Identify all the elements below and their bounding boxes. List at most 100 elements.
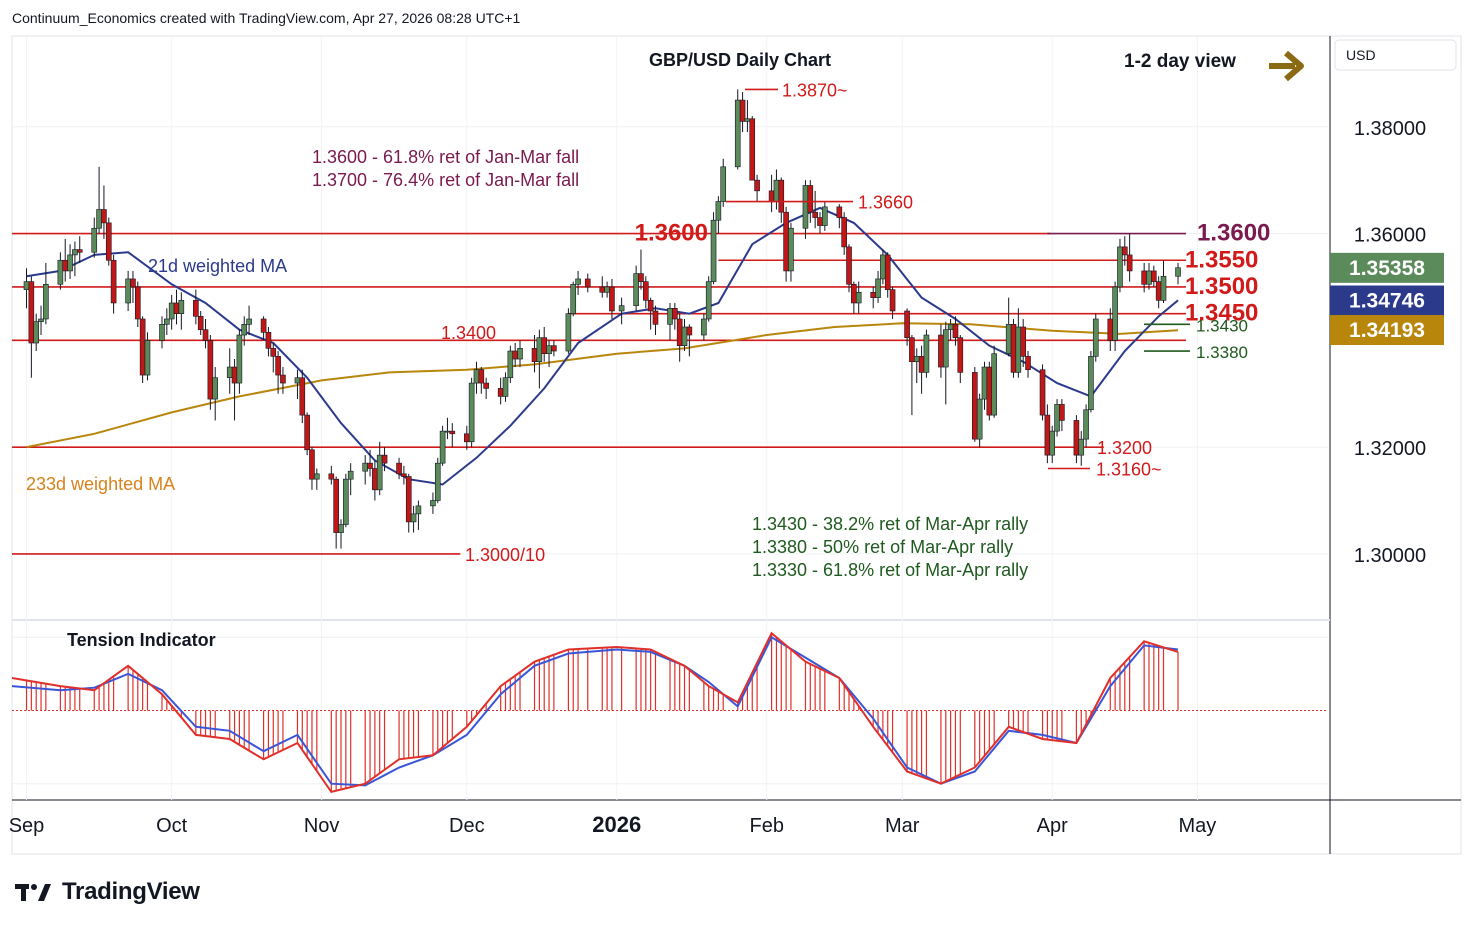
candle-body [294,377,301,384]
tension-title: Tension Indicator [67,630,216,650]
candle-down [110,254,117,314]
chart-frame [11,35,1462,855]
candle-up [362,455,368,485]
candle-up [1015,308,1022,378]
candle-body [1015,326,1022,373]
candle-up [125,270,131,311]
level-label-13200: 1.3200 [1097,438,1152,458]
candle-body [231,366,238,384]
resistance-note: 1.3600 - 61.8% ret of Jan-Mar fall [312,147,579,167]
candle-body [981,366,988,400]
moving-averages [26,206,1179,486]
candle-down [1151,265,1157,287]
candle-body [546,345,552,354]
candle-down [783,206,789,282]
tradingview-logo-icon [15,884,51,901]
arrow-head [1284,50,1304,82]
candle-body [947,324,954,330]
x-tick-label: Apr [1037,815,1068,837]
x-tick-label: Dec [449,815,485,837]
candle-body [565,313,572,352]
candle-body [643,281,649,301]
candle-body [1126,254,1133,272]
candle-body [720,166,727,202]
currency-box [1334,39,1457,71]
level-label-13500: 1.3500 [1185,273,1258,300]
candle-body [463,433,470,443]
candle-up [468,377,475,448]
candle-up [923,329,930,378]
candle-down [1121,236,1128,266]
candle-body [144,340,151,376]
candle-up [744,100,751,133]
candle-body [599,286,606,293]
resistance-note: 1.3700 - 76.4% ret of Jan-Mar fall [312,170,579,190]
candle-body [986,366,993,416]
candle-up [1083,404,1089,448]
candle-up [168,294,175,330]
candle-body [889,289,896,312]
candle-up [976,393,983,448]
candle-up [1160,260,1167,303]
candle-body [672,308,678,320]
candle-body [754,179,760,192]
candle-body [236,334,243,384]
candle-body [38,318,44,322]
candle-down [952,316,959,346]
candle-body [159,324,165,341]
candle-body [817,217,823,226]
candle-up [788,222,794,282]
candle-body [367,462,373,469]
candle-body [212,377,219,400]
candle-body [439,430,446,464]
candle-body [841,217,847,248]
candle-down [280,367,286,394]
candle-up [96,166,102,234]
y-tick-label: 1.38000 [1354,118,1426,140]
candle-up [57,252,64,290]
candle-up [241,316,248,346]
tradingview-brand[interactable]: TradingView [14,878,200,906]
candle-up [802,180,809,239]
candle-down [672,302,678,330]
candle-body [788,227,794,272]
candle-body [309,449,315,480]
candle-down [396,457,402,480]
candle-down [105,217,112,266]
candle-body [1141,270,1147,285]
candle-up [178,292,185,330]
candle-body [178,300,185,314]
candle-up [681,318,688,352]
candle-body [1049,430,1056,456]
candle-up [502,372,509,402]
x-tick-label: Nov [304,815,340,837]
candle-body [972,372,978,440]
candle-body [918,356,925,373]
candle-down [584,273,591,293]
candle-down [270,343,277,373]
candle-down [1025,351,1031,378]
candle-up [1005,297,1012,357]
x-tick-label: Sep [9,815,45,837]
candle-down [1059,399,1065,432]
candle-up [855,281,862,314]
candle-up [444,417,451,440]
candle-down [512,343,518,368]
candle-body [676,318,683,346]
candle-down [372,460,378,501]
level-label-13600-left: 1.3600 [635,220,708,247]
candle-up [618,297,625,325]
candle-up [947,318,954,341]
candle-down [884,252,891,298]
candle-body [570,283,577,314]
candle-body [134,286,141,320]
candle-down [1039,364,1046,421]
candle-body [328,473,335,480]
candle-body [551,345,557,352]
candle-down [676,313,683,362]
candle-body [744,118,751,122]
candle-down [478,367,485,394]
candle-body [734,99,741,168]
candle-body [304,414,310,451]
candle-body [125,278,131,304]
